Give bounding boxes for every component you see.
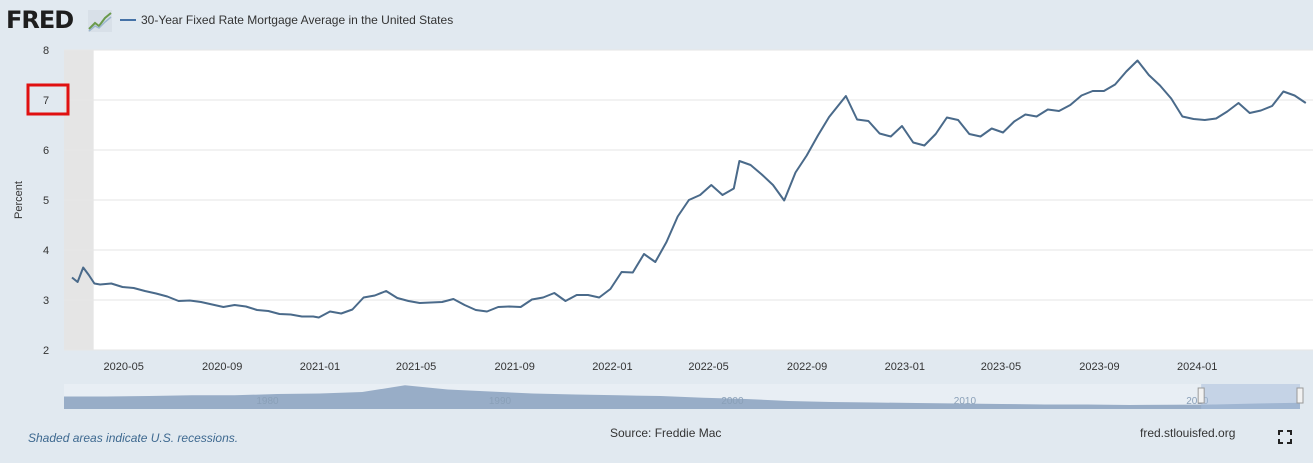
navigator-tick-label: 2000 bbox=[721, 396, 744, 407]
y-tick-label: 4 bbox=[43, 245, 49, 257]
navigator-handle bbox=[1296, 387, 1304, 404]
y-tick-label: 8 bbox=[43, 45, 49, 57]
y-axis: 2 3 4 5 6 7 8 Percent bbox=[13, 45, 1313, 357]
y-axis-label: Percent bbox=[13, 181, 25, 219]
fred-logo[interactable]: FRED bbox=[6, 6, 74, 34]
y-tick-label: 7 bbox=[43, 95, 49, 107]
x-axis: 2020-05 2020-09 2021-01 2021-05 2021-09 2022-… bbox=[103, 361, 1217, 373]
x-tick-label: 2021-01 bbox=[300, 361, 340, 373]
recession-note: Shaded areas indicate U.S. recessions. bbox=[28, 431, 239, 445]
series-line bbox=[71, 59, 1307, 319]
y-tick-label: 3 bbox=[43, 295, 49, 307]
range-navigator[interactable]: 1980 1990 2000 2010 2020 bbox=[64, 384, 1304, 409]
series-group bbox=[71, 59, 1307, 319]
legend-swatch bbox=[120, 19, 136, 21]
x-tick-label: 2023-01 bbox=[885, 361, 925, 373]
navigator-tick-label: 1990 bbox=[489, 396, 512, 407]
x-tick-label: 2023-05 bbox=[981, 361, 1021, 373]
x-tick-label: 2023-09 bbox=[1079, 361, 1119, 373]
navigator-tick-label: 2010 bbox=[954, 396, 977, 407]
source-label: Source: Freddie Mac bbox=[610, 426, 722, 440]
x-tick-label: 2022-01 bbox=[592, 361, 632, 373]
navigator-tick-label: 2020 bbox=[1186, 396, 1209, 407]
x-tick-label: 2021-09 bbox=[494, 361, 534, 373]
chart-header: FRED 30-Year Fixed Rate Mortgage Average… bbox=[0, 0, 1313, 40]
credit-link[interactable]: fred.stlouisfed.org bbox=[1140, 426, 1236, 440]
x-tick-label: 2020-09 bbox=[202, 361, 242, 373]
highlight-box bbox=[26, 83, 70, 116]
navigator-area bbox=[64, 385, 1300, 409]
x-tick-label: 2021-05 bbox=[396, 361, 436, 373]
legend-label: 30-Year Fixed Rate Mortgage Average in t… bbox=[141, 13, 454, 27]
x-tick-label: 2020-05 bbox=[103, 361, 143, 373]
line-chart[interactable]: 2 3 4 5 6 7 8 Percent 2020-05 2020-09 2021-01 2021… bbox=[0, 0, 1313, 420]
x-tick-label: 2024-01 bbox=[1177, 361, 1217, 373]
legend[interactable]: 30-Year Fixed Rate Mortgage Average in t… bbox=[120, 13, 453, 27]
navigator-tick-label: 1980 bbox=[256, 396, 279, 407]
y-tick-label: 6 bbox=[43, 145, 49, 157]
line-chart-icon bbox=[88, 10, 112, 32]
navigator-selection bbox=[1201, 384, 1300, 409]
x-tick-label: 2022-05 bbox=[688, 361, 728, 373]
fullscreen-icon[interactable] bbox=[1278, 430, 1292, 444]
y-tick-label: 2 bbox=[43, 345, 49, 357]
x-tick-label: 2022-09 bbox=[787, 361, 827, 373]
chart-footer: Shaded areas indicate U.S. recessions. S… bbox=[0, 420, 1313, 463]
y-tick-label: 5 bbox=[43, 195, 49, 207]
navigator-handle bbox=[1197, 387, 1205, 404]
